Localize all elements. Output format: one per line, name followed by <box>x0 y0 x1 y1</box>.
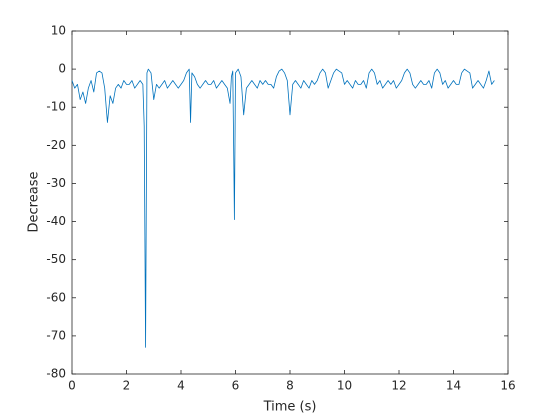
x-tick-label: 8 <box>286 379 294 393</box>
y-tick-label: -70 <box>46 328 66 342</box>
x-axis-label: Time (s) <box>263 400 317 415</box>
x-tick-label: 10 <box>337 379 352 393</box>
y-tick-label: -60 <box>46 290 66 304</box>
y-tick-label: -40 <box>46 214 66 228</box>
x-tick-label: 6 <box>232 379 240 393</box>
axes-box <box>71 30 509 375</box>
y-tick-label: 0 <box>58 62 66 76</box>
x-tick-label: 12 <box>391 379 406 393</box>
x-tick-label: 0 <box>68 379 76 393</box>
y-tick-label: -20 <box>46 138 66 152</box>
x-tick-label: 16 <box>500 379 515 393</box>
y-tick-label: 10 <box>51 24 66 38</box>
x-tick-label: 14 <box>446 379 461 393</box>
y-tick-label: -10 <box>46 100 66 114</box>
x-tick-label: 2 <box>123 379 131 393</box>
data-line <box>71 68 495 348</box>
y-tick-label: -80 <box>46 367 66 381</box>
y-tick-label: -50 <box>46 252 66 266</box>
y-tick-label: -30 <box>46 176 66 190</box>
x-tick-label: 4 <box>177 379 185 393</box>
y-axis-label: Decrease <box>27 172 42 233</box>
